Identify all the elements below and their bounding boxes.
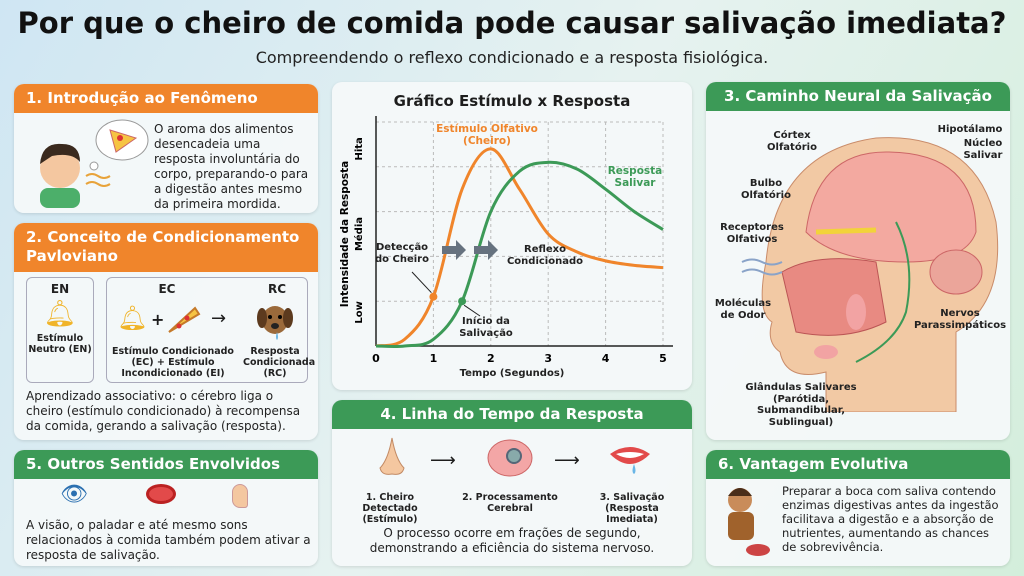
nose-icon: [379, 437, 405, 475]
timeline-text: O processo ocorre em frações de segundo,…: [369, 526, 655, 555]
y-axis-label: Intensidade da Resposta: [339, 161, 351, 308]
panel-timeline: 4. Linha do Tempo da Resposta ⟶ ⟶ 1. Che…: [332, 400, 692, 566]
timeline-step-1: 1. Cheiro Detectado (Estímulo): [362, 492, 418, 525]
ec-rc-box: EC RC 🔔︎ + → Estímulo Condicionado (EC) …: [106, 277, 316, 383]
en-box: EN 🔔︎ Estímulo Neutro (EN): [26, 277, 94, 383]
label-salivary-glands: Glândulas Salivares (Parótida, Submandib…: [745, 382, 857, 428]
ec-label: Estímulo Condicionado (EC) + Estímulo In…: [112, 346, 234, 379]
drooling-mouth-icon: [610, 447, 650, 474]
arrow-icon: ⟶: [430, 450, 456, 471]
page-title: Por que o cheiro de comida pode causar s…: [17, 6, 1007, 40]
ec-title: EC: [158, 282, 176, 296]
label-salivary-nucleus: Núcleo Salivar: [963, 138, 1003, 161]
caveman-eating-icon: [728, 488, 770, 556]
panel-other-senses: 5. Outros Sentidos Envolvidos 👁︎ A visão…: [14, 450, 318, 566]
x-tick-label: 2: [487, 352, 495, 365]
x-tick-label: 1: [430, 352, 438, 365]
bell-icon: 🔔︎: [117, 304, 148, 332]
salivation-start-point: [458, 297, 467, 306]
senses-text: A visão, o paladar e até mesmo sons rela…: [26, 518, 311, 562]
annotation-salivation-start: Início da Salivação: [459, 316, 513, 339]
head-anatomy-illustration: [741, 137, 999, 412]
x-axis-label: Tempo (Segundos): [459, 368, 565, 379]
eye-icon: 👁︎: [60, 482, 88, 507]
label-olfactory-cortex: Córtex Olfatório: [767, 130, 817, 153]
annotation-conditioned-reflex: Reflexo Condicionado: [506, 244, 584, 267]
drooling-dog-icon: [257, 306, 293, 340]
y-tick-label: Média: [353, 217, 365, 251]
pavlov-text: Aprendizado associativo: o cérebro liga …: [26, 389, 301, 433]
panel-header: 6. Vantagem Evolutiva: [706, 450, 1010, 479]
ear-icon: [232, 484, 248, 508]
series-line-olfactory-stimulus: [375, 147, 664, 348]
brain-gears-icon: [487, 439, 533, 477]
arrow-icon: [442, 240, 466, 260]
evolution-text: Preparar a boca com saliva contendo enzi…: [782, 484, 999, 554]
chart-title: Gráfico Estímulo x Resposta: [393, 92, 631, 110]
label-parasympathetic-nerves: Nervos Parassimpáticos: [913, 308, 1007, 331]
timeline-step-2: 2. Processamento Cerebral: [462, 492, 558, 514]
arrow-icon: ⟶: [554, 450, 580, 471]
boy-smelling-pizza-icon: [40, 119, 149, 208]
en-label: Estímulo Neutro (EN): [28, 333, 92, 355]
x-tick-label: 4: [602, 352, 610, 365]
series-line-salivary-response: [375, 160, 664, 348]
annotation-pointer: [411, 271, 432, 294]
x-tick-label: 3: [544, 352, 552, 365]
panel-header: 4. Linha do Tempo da Resposta: [332, 400, 692, 429]
bell-ringing-icon: 🔔︎: [43, 299, 77, 329]
annotation-detection: Detecção do Cheiro: [375, 242, 429, 265]
annotation-pointer: [463, 304, 481, 317]
panel-pavlovian: 2. Conceito de Condicionamento Pavlovian…: [14, 223, 318, 440]
legend-orange: Estímulo Olfativo (Cheiro): [436, 123, 538, 147]
y-tick-label: Hita: [354, 137, 365, 160]
page-subtitle: Compreendendo o reflexo condicionado e a…: [255, 48, 769, 67]
arrow-icon: →: [211, 308, 227, 329]
label-hypothalamus: Hipotálamo: [937, 124, 1003, 135]
panel-header: 3. Caminho Neural da Salivação: [706, 82, 1010, 111]
y-tick-label: Low: [354, 301, 365, 323]
intro-text: O aroma dos alimentos desencadeia uma re…: [154, 122, 309, 211]
panel-header: 5. Outros Sentidos Envolvidos: [14, 450, 318, 479]
en-title: EN: [50, 282, 70, 296]
plus-sign: +: [151, 310, 165, 329]
label-odor-molecules: Moléculas de Odor: [714, 298, 772, 321]
timeline-step-3: 3. Salivação (Resposta Imediata): [599, 492, 665, 525]
label-olfactory-bulb: Bulbo Olfatório: [741, 178, 791, 201]
tongue-icon: [146, 484, 176, 504]
arrow-icon: [474, 240, 498, 260]
legend-green: Resposta Salivar: [607, 165, 663, 189]
panel-chart: Gráfico Estímulo x Resposta 0 1 2 3 4 5 Low Méd…: [332, 82, 692, 390]
pizza-icon: [168, 306, 201, 333]
detection-point: [429, 292, 438, 301]
panel-header: 2. Conceito de Condicionamento Pavlovian…: [14, 223, 318, 272]
panel-header: 1. Introdução ao Fenômeno: [14, 84, 318, 113]
panel-evolutionary-advantage: 6. Vantagem Evolutiva Preparar a boca co…: [706, 450, 1010, 566]
panel-introduction: 1. Introdução ao Fenômeno O aroma dos al…: [14, 84, 318, 213]
label-olfactory-receptors: Receptores Olfativos: [720, 222, 784, 245]
x-tick-label: 5: [659, 352, 667, 365]
rc-title: RC: [267, 282, 287, 296]
rc-label: Resposta Condicionada (RC): [243, 346, 316, 379]
panel-neural-path: 3. Caminho Neural da Salivação Córtex Ol…: [706, 82, 1010, 440]
x-tick-label: 0: [372, 352, 380, 365]
